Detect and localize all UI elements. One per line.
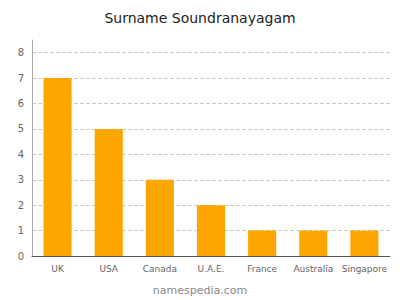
svg-text:namespedia.com: namespedia.com	[153, 284, 247, 297]
svg-text:France: France	[247, 264, 277, 274]
svg-text:UK: UK	[51, 264, 65, 274]
svg-text:1: 1	[18, 225, 24, 236]
svg-text:5: 5	[18, 123, 24, 134]
svg-text:Singapore: Singapore	[342, 264, 388, 274]
svg-text:0: 0	[18, 251, 24, 262]
svg-text:Surname Soundranayagam: Surname Soundranayagam	[104, 10, 295, 26]
svg-text:3: 3	[18, 174, 24, 185]
svg-text:7: 7	[18, 73, 24, 84]
svg-text:6: 6	[18, 98, 24, 109]
svg-text:U.A.E.: U.A.E.	[198, 264, 225, 274]
svg-text:8: 8	[18, 47, 24, 58]
svg-text:2: 2	[18, 200, 24, 211]
svg-text:USA: USA	[99, 264, 118, 274]
svg-text:4: 4	[18, 149, 24, 160]
svg-text:Australia: Australia	[293, 264, 333, 274]
svg-text:Canada: Canada	[143, 264, 177, 274]
